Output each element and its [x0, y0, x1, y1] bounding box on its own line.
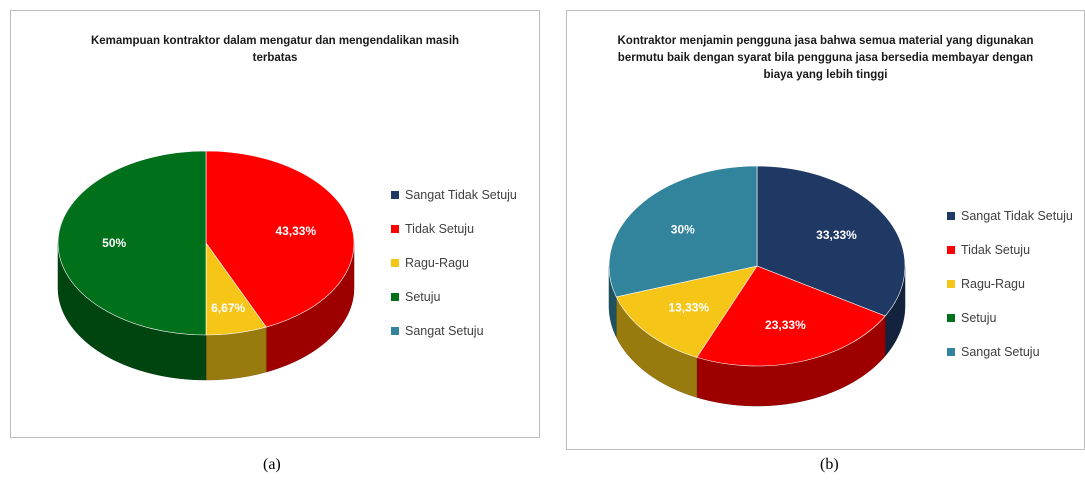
- legend-swatch: [947, 246, 955, 254]
- legend-label: Tidak Setuju: [405, 222, 475, 236]
- legend-swatch: [391, 293, 399, 301]
- pie-chart-b: 33,33% 23,33% 13,33% 30%: [608, 165, 906, 407]
- pie-slice-1-2: [615, 265, 758, 358]
- data-label-0-3: 50%: [102, 236, 126, 250]
- caption-a: (a): [263, 456, 281, 473]
- legend-b: Sangat Tidak Setuju Tidak Setuju Ragu-Ragu…: [947, 199, 1073, 369]
- legend-label: Sangat Tidak Setuju: [405, 188, 517, 202]
- data-label-0-1: 43,33%: [275, 224, 316, 238]
- legend-item: Tidak Setuju: [391, 212, 517, 246]
- legend-swatch: [391, 191, 399, 199]
- legend-item: Sangat Tidak Setuju: [391, 178, 517, 212]
- legend-item: Sangat Setuju: [947, 335, 1073, 369]
- data-label-1-0: 33,33%: [816, 228, 857, 242]
- data-label-1-4: 30%: [671, 223, 695, 237]
- legend-label: Sangat Tidak Setuju: [961, 209, 1073, 223]
- pie-chart-a: 43,33% 6,67% 50%: [57, 150, 355, 381]
- data-label-1-2: 13,33%: [668, 301, 709, 315]
- pie-slice-1-4: [608, 165, 758, 298]
- legend-swatch: [391, 327, 399, 335]
- legend-item: Sangat Setuju: [391, 314, 517, 348]
- legend-item: Setuju: [391, 280, 517, 314]
- legend-label: Sangat Setuju: [961, 345, 1040, 359]
- legend-a: Sangat Tidak Setuju Tidak Setuju Ragu-Ragu…: [391, 178, 517, 348]
- chart-title-b: Kontraktor menjamin pengguna jasa bahwa …: [617, 35, 1034, 81]
- pie-slice-1-1: [696, 265, 886, 367]
- legend-item: Sangat Tidak Setuju: [947, 199, 1073, 233]
- pie-slice-1-0: [756, 165, 906, 317]
- pie-slice-0-3: [57, 150, 207, 336]
- chart-panel-a: Kemampuan kontraktor dalam mengatur dan …: [10, 10, 540, 438]
- legend-swatch: [391, 225, 399, 233]
- data-label-0-2: 6,67%: [211, 301, 245, 315]
- legend-label: Setuju: [405, 290, 441, 304]
- chart-title-a: Kemampuan kontraktor dalam mengatur dan …: [90, 35, 460, 64]
- chart-panel-b: Kontraktor menjamin pengguna jasa bahwa …: [566, 10, 1085, 450]
- legend-label: Ragu-Ragu: [961, 277, 1025, 291]
- legend-label: Setuju: [961, 311, 997, 325]
- legend-item: Tidak Setuju: [947, 233, 1073, 267]
- legend-swatch: [947, 212, 955, 220]
- legend-swatch: [947, 280, 955, 288]
- data-label-1-1: 23,33%: [765, 318, 806, 332]
- legend-item: Ragu-Ragu: [391, 246, 517, 280]
- legend-item: Ragu-Ragu: [947, 267, 1073, 301]
- legend-swatch: [391, 259, 399, 267]
- pie-slice-0-1: [205, 150, 355, 328]
- legend-swatch: [947, 348, 955, 356]
- caption-b: (b): [820, 456, 839, 473]
- legend-label: Sangat Setuju: [405, 324, 484, 338]
- legend-label: Ragu-Ragu: [405, 256, 469, 270]
- legend-label: Tidak Setuju: [961, 243, 1031, 257]
- legend-item: Setuju: [947, 301, 1073, 335]
- legend-swatch: [947, 314, 955, 322]
